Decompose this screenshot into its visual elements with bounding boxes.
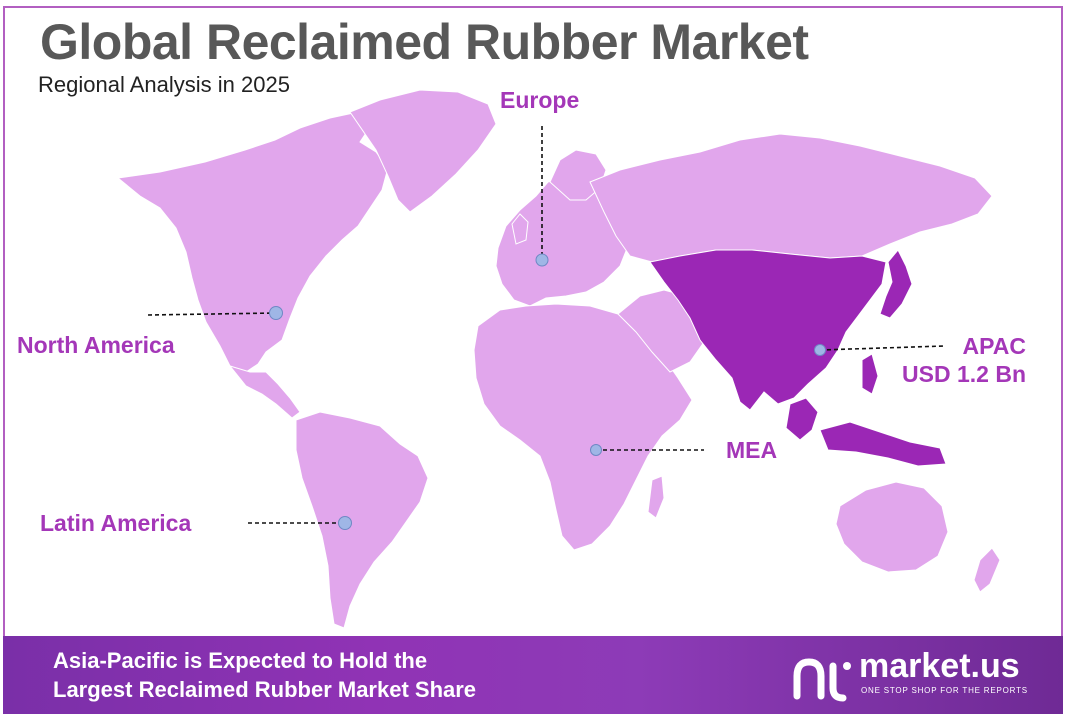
- land-philippines: [861, 353, 879, 395]
- marker-north-america: [269, 306, 283, 320]
- banner-line-2: Largest Reclaimed Rubber Market Share: [53, 677, 477, 702]
- logo-tagline: ONE STOP SHOP FOR THE REPORTS: [861, 686, 1028, 695]
- page-title: Global Reclaimed Rubber Market: [40, 14, 809, 70]
- marker-europe: [535, 253, 549, 267]
- logo-name: market.us: [859, 647, 1020, 685]
- region-markers: [269, 253, 826, 530]
- label-apac-value: USD 1.2 Bn: [902, 361, 1026, 387]
- world-map: [116, 89, 1001, 629]
- land-indonesia: [819, 421, 947, 467]
- marker-latin-america: [338, 516, 352, 530]
- land-scandinavia: [549, 149, 607, 201]
- label-apac: APAC USD 1.2 Bn: [902, 332, 1026, 388]
- label-latin-america: Latin America: [40, 510, 192, 536]
- land-uk: [511, 213, 529, 245]
- logo-mark-icon: [793, 658, 851, 702]
- marker-apac: [814, 344, 826, 356]
- land-south-america: [295, 411, 429, 629]
- leader-lines: [147, 126, 945, 524]
- land-southeast-asia: [785, 397, 819, 441]
- land-russia: [589, 133, 993, 263]
- land-central-america: [228, 365, 301, 419]
- market-us-logo: market.us ONE STOP SHOP FOR THE REPORTS: [791, 646, 1051, 706]
- land-north-america: [116, 111, 389, 373]
- marker-mea: [590, 444, 602, 456]
- page-subtitle: Regional Analysis in 2025: [38, 72, 290, 97]
- land-greenland: [349, 89, 497, 213]
- label-north-america: North America: [17, 332, 175, 358]
- land-australia: [835, 481, 949, 573]
- land-africa: [473, 303, 693, 551]
- land-masses: [116, 89, 1001, 629]
- land-asia-mainland: [649, 249, 887, 411]
- leader-line-north-america: [147, 312, 277, 316]
- land-japan: [879, 249, 913, 319]
- label-apac-name: APAC: [962, 333, 1026, 359]
- land-new-zealand: [973, 547, 1001, 593]
- banner-message: Asia-Pacific is Expected to Hold the Lar…: [53, 646, 476, 704]
- land-apac-highlight: [649, 249, 947, 467]
- label-mea: MEA: [726, 437, 778, 463]
- label-europe: Europe: [500, 87, 580, 113]
- banner-line-1: Asia-Pacific is Expected to Hold the: [53, 648, 428, 673]
- footer-banner: Asia-Pacific is Expected to Hold the Lar…: [3, 636, 1063, 714]
- land-madagascar: [647, 475, 665, 519]
